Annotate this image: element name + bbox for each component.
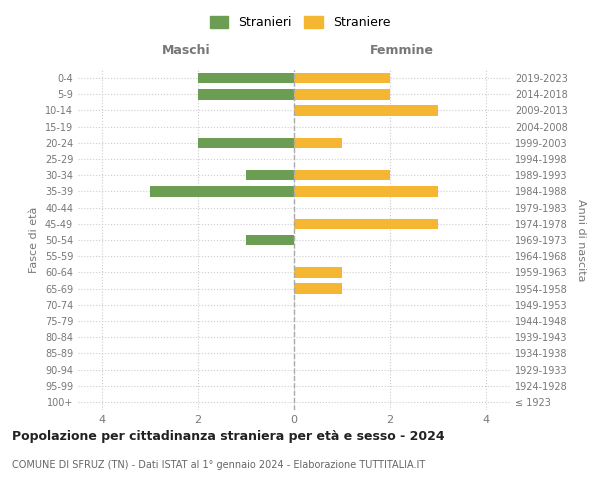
Legend: Stranieri, Straniere: Stranieri, Straniere — [205, 11, 395, 34]
Bar — [294, 170, 390, 180]
Bar — [198, 73, 294, 84]
Text: Maschi: Maschi — [161, 44, 211, 57]
Bar — [198, 138, 294, 148]
Bar — [246, 234, 294, 246]
Bar — [294, 89, 390, 100]
Bar — [198, 89, 294, 100]
Bar — [294, 267, 342, 278]
Text: Femmine: Femmine — [370, 44, 434, 57]
Y-axis label: Anni di nascita: Anni di nascita — [576, 198, 586, 281]
Bar — [294, 218, 438, 229]
Bar — [294, 105, 438, 116]
Bar — [294, 186, 438, 196]
Text: COMUNE DI SFRUZ (TN) - Dati ISTAT al 1° gennaio 2024 - Elaborazione TUTTITALIA.I: COMUNE DI SFRUZ (TN) - Dati ISTAT al 1° … — [12, 460, 425, 470]
Bar — [294, 138, 342, 148]
Bar — [246, 170, 294, 180]
Bar — [150, 186, 294, 196]
Bar — [294, 284, 342, 294]
Y-axis label: Fasce di età: Fasce di età — [29, 207, 39, 273]
Bar — [294, 73, 390, 84]
Text: Popolazione per cittadinanza straniera per età e sesso - 2024: Popolazione per cittadinanza straniera p… — [12, 430, 445, 443]
